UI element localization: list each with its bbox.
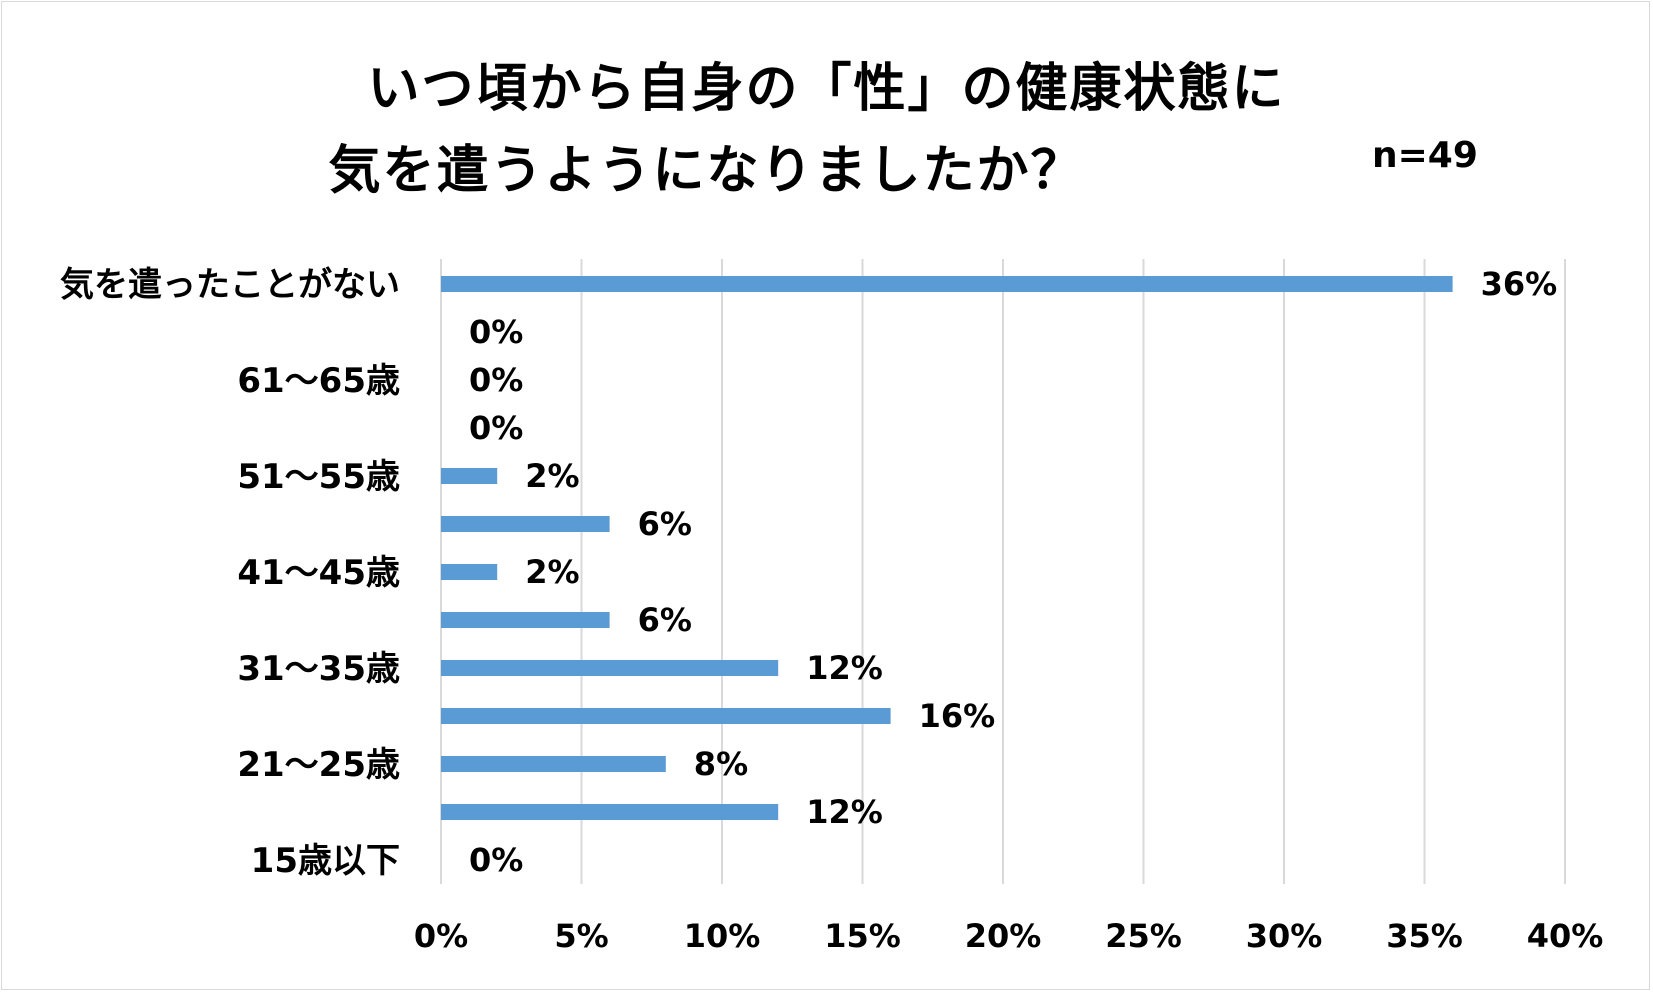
x-tick-label: 20%: [965, 917, 1042, 955]
data-label: 0%: [469, 361, 523, 399]
x-tick-label: 40%: [1527, 917, 1604, 955]
data-label: 0%: [469, 313, 523, 351]
bar: [441, 660, 779, 676]
category-label: 15歳以下: [251, 841, 400, 881]
data-label: 16%: [919, 697, 996, 735]
bar: [441, 804, 779, 820]
category-label: 21〜25歳: [237, 745, 400, 785]
x-tick-label: 15%: [824, 917, 901, 955]
data-label: 12%: [806, 649, 883, 687]
chart-title-line-1: いつ頃から自身の「性」の健康状態に: [367, 59, 1286, 119]
bars: [441, 276, 1453, 820]
bar: [441, 468, 498, 484]
bar: [441, 276, 1453, 292]
data-label: 8%: [694, 745, 748, 783]
category-label: 31〜35歳: [237, 649, 400, 689]
x-axis-tick-labels: 0% 5% 10% 15% 20% 25% 30% 35% 40%: [414, 917, 1603, 955]
data-label: 12%: [806, 793, 883, 831]
gridlines: [440, 259, 1566, 884]
x-tick-label: 35%: [1386, 917, 1463, 955]
category-label: 51〜55歳: [237, 457, 400, 497]
category-label: 気を遣ったことがない: [60, 265, 400, 305]
x-tick-label: 25%: [1105, 917, 1182, 955]
data-label: 36%: [1481, 265, 1558, 303]
category-label: 61〜65歳: [237, 361, 400, 401]
data-label: 6%: [638, 505, 692, 543]
data-label: 2%: [525, 553, 579, 591]
bar: [441, 516, 610, 532]
x-tick-label: 0%: [414, 917, 468, 955]
data-label: 6%: [638, 601, 692, 639]
x-tick-label: 5%: [554, 917, 608, 955]
sample-size-label: n=49: [1372, 135, 1478, 176]
bar: [441, 756, 666, 772]
chart-title-line-2: 気を遣うようになりましたか？: [328, 141, 1085, 201]
data-labels: 36%0%0%0%2%6%2%6%12%16%8%12%0%: [469, 265, 1557, 879]
data-label: 0%: [469, 841, 523, 879]
category-labels: 気を遣ったことがない 61〜65歳 51〜55歳 41〜45歳 31〜35歳 21〜25歳…: [60, 265, 400, 881]
bar: [441, 564, 498, 580]
x-tick-label: 10%: [684, 917, 761, 955]
data-label: 0%: [469, 409, 523, 447]
category-label: 41〜45歳: [237, 553, 400, 593]
bar: [441, 612, 610, 628]
bar: [441, 708, 891, 724]
data-label: 2%: [525, 457, 579, 495]
x-tick-label: 30%: [1246, 917, 1323, 955]
